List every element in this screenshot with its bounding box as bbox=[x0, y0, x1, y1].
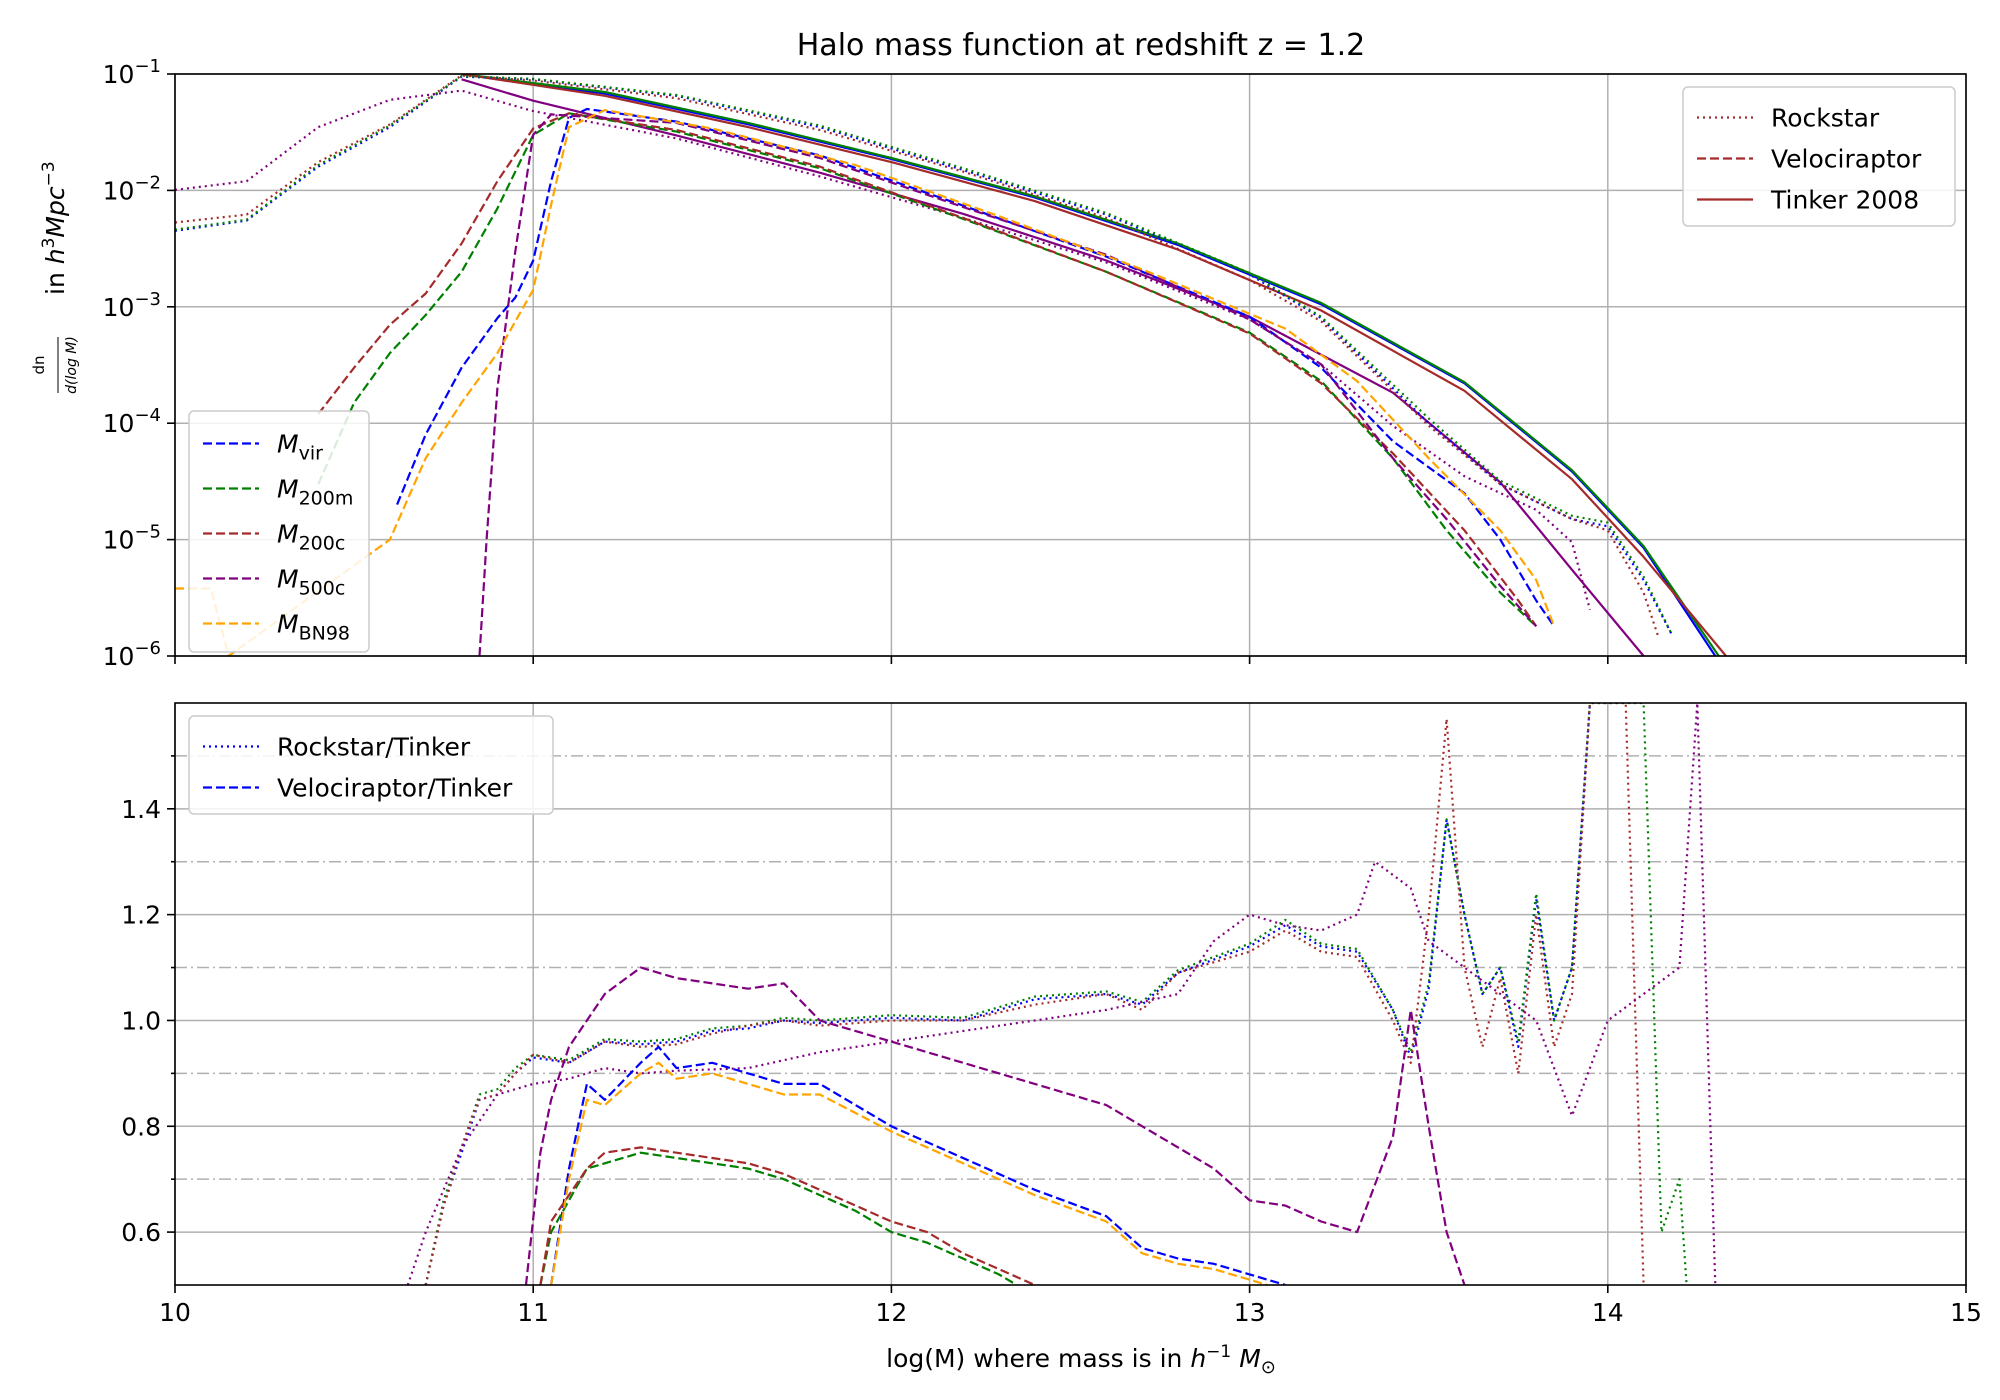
legend-label: Velociraptor bbox=[1771, 145, 1922, 174]
y-tick-label: 10−1 bbox=[103, 56, 161, 89]
bottom-series-dashed-5 bbox=[539, 1151, 1018, 1285]
top-series-dashed-11 bbox=[478, 113, 1538, 656]
y-tick-label: 10−3 bbox=[103, 289, 161, 322]
legend-top-right: Rockstar Velociraptor Tinker 2008 bbox=[1682, 86, 1956, 227]
x-tick-label: 15 bbox=[1950, 1298, 1982, 1327]
top-ticks: 10−6 10−5 10−4 10−3 10−2 10−1 bbox=[103, 56, 1967, 671]
y-axis-label: dn d(log M) in h3Mpc−3 bbox=[30, 161, 80, 394]
y-tick-label: 1.2 bbox=[121, 901, 161, 930]
bottom-series-group bbox=[406, 703, 1717, 1285]
y-tick-label: 0.8 bbox=[121, 1112, 161, 1141]
legend-label: Tinker 2008 bbox=[1770, 186, 1919, 215]
legend-label: Velociraptor/Tinker bbox=[277, 774, 513, 803]
bottom-series-dotted-0 bbox=[424, 703, 1591, 1285]
top-series-dotted-5 bbox=[175, 74, 1674, 636]
svg-text:in h3Mpc−3: in h3Mpc−3 bbox=[39, 161, 70, 295]
x-tick-label: 10 bbox=[159, 1298, 191, 1327]
bottom-series-dashed-6 bbox=[539, 1146, 1036, 1285]
y-tick-label: 1.4 bbox=[121, 795, 161, 824]
bottom-series-dashed-7 bbox=[524, 966, 1466, 1285]
y-tick-label: 0.6 bbox=[121, 1218, 161, 1247]
bottom-series-dashed-8 bbox=[550, 1061, 1268, 1285]
top-series-dotted-6 bbox=[175, 74, 1659, 636]
top-series-dotted-4 bbox=[175, 75, 1674, 637]
legend-box bbox=[188, 410, 370, 653]
x-tick-label: 14 bbox=[1592, 1298, 1624, 1327]
legend-label: MBN98 bbox=[277, 610, 350, 645]
chart-title: Halo mass function at redshift z = 1.2 bbox=[797, 28, 1366, 63]
legend-label: M200c bbox=[277, 520, 345, 555]
x-axis-label: log(M) where mass is in h−1 M⊙ bbox=[886, 1342, 1276, 1378]
top-series-solid-2 bbox=[461, 74, 1727, 656]
top-series-solid-1 bbox=[461, 74, 1720, 656]
y-tick-label: 1.0 bbox=[121, 1006, 161, 1035]
top-series-dashed-8 bbox=[396, 107, 1556, 627]
legend-label: M200m bbox=[277, 475, 353, 510]
x-tick-label: 13 bbox=[1234, 1298, 1266, 1327]
bottom-grid bbox=[174, 703, 1967, 1285]
top-plot-frame bbox=[174, 73, 1967, 657]
top-series-dotted-7 bbox=[175, 89, 1591, 610]
bottom-ticks: 10 11 12 13 14 15 0.6 0.8 1.0 1.2 1.4 bbox=[121, 755, 1982, 1327]
legend-label: Mvir bbox=[277, 430, 323, 465]
y-tick-label: 10−5 bbox=[103, 522, 161, 555]
bottom-series-dotted-3 bbox=[406, 703, 1717, 1285]
top-series-dashed-10 bbox=[317, 112, 1538, 627]
bottom-series-dashed-4 bbox=[550, 1045, 1286, 1285]
top-series-dashed-9 bbox=[317, 112, 1537, 628]
bottom-series-dotted-2 bbox=[424, 703, 1645, 1285]
legend-bottom-top-left: Rockstar/Tinker Velociraptor/Tinker bbox=[188, 715, 554, 815]
top-series-solid-3 bbox=[461, 78, 1645, 656]
x-tick-label: 11 bbox=[517, 1298, 549, 1327]
y-tick-label: 10−2 bbox=[103, 172, 161, 205]
svg-text:dn: dn bbox=[30, 355, 48, 374]
legend-box bbox=[1682, 86, 1956, 227]
y-tick-label: 10−6 bbox=[103, 638, 161, 671]
x-tick-label: 12 bbox=[875, 1298, 907, 1327]
legend-box bbox=[188, 715, 554, 815]
top-series-group bbox=[175, 74, 1727, 656]
top-series-dashed-12 bbox=[175, 108, 1556, 656]
svg-text:d(log M): d(log M) bbox=[64, 336, 80, 394]
bottom-plot-frame bbox=[174, 702, 1967, 1286]
legend-label: M500c bbox=[277, 565, 345, 600]
bottom-series-dotted-1 bbox=[424, 703, 1688, 1285]
y-tick-label: 10−4 bbox=[103, 405, 161, 438]
legend-lower-left: Mvir M200m M200c M500c MBN98 bbox=[188, 410, 370, 653]
legend-label: Rockstar/Tinker bbox=[277, 733, 471, 762]
legend-label: Rockstar bbox=[1771, 104, 1880, 133]
